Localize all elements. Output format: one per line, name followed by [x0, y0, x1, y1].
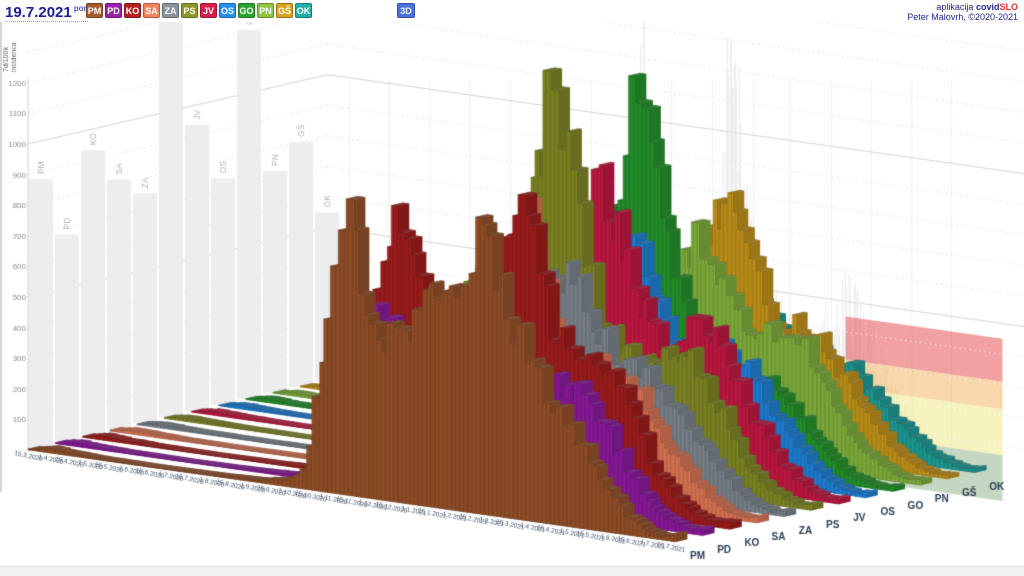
region-toggle-PM[interactable]: PM	[86, 3, 103, 18]
brand-slo: SLO	[999, 2, 1018, 12]
region-toggle-OS[interactable]: OS	[219, 3, 236, 18]
weekday-abbrev: pon	[73, 4, 89, 13]
toolbar: 19.7.2021 pon PM PD KO SA ZA PS JV OS GO PN GŠ OK 3D…	[0, 0, 1024, 22]
region-toggle-GŠ[interactable]: GŠ	[276, 3, 293, 18]
view-3d-button[interactable]: 3D	[397, 3, 415, 18]
current-date[interactable]: 19.7.2021 pon	[5, 1, 89, 22]
date-label: 19.7.2021	[5, 4, 72, 21]
region-toggle-OK[interactable]: OK	[295, 3, 312, 18]
app-title: aplikacija covidSLO	[936, 2, 1018, 12]
region-toggle-JV[interactable]: JV	[200, 3, 217, 18]
region-toggle-SA[interactable]: SA	[143, 3, 160, 18]
app-credits: aplikacija covidSLO Peter Malovrh, ©2020…	[907, 2, 1018, 22]
region-toggle-KO[interactable]: KO	[124, 3, 141, 18]
footer-strip	[0, 566, 1024, 576]
region-toggle-PD[interactable]: PD	[105, 3, 122, 18]
region-toggle-group: PM PD KO SA ZA PS JV OS GO PN GŠ OK	[86, 3, 312, 18]
region-toggle-GO[interactable]: GO	[238, 3, 255, 18]
region-toggle-PS[interactable]: PS	[181, 3, 198, 18]
region-toggle-ZA[interactable]: ZA	[162, 3, 179, 18]
region-toggle-PN[interactable]: PN	[257, 3, 274, 18]
brand-covid: covid	[975, 2, 1000, 12]
author-line: Peter Malovrh, ©2020-2021	[907, 12, 1018, 22]
